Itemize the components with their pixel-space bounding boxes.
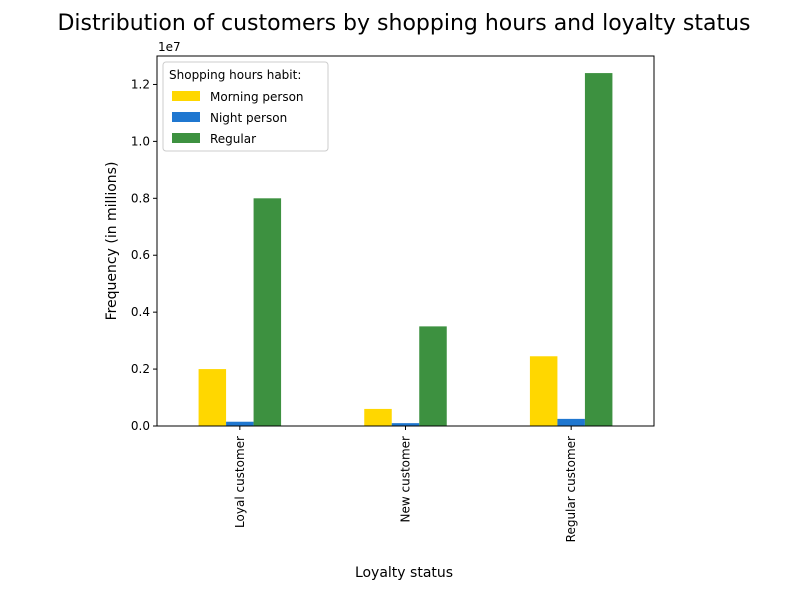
legend-entry-label: Regular: [210, 132, 256, 146]
bar-regular-2: [584, 73, 613, 426]
legend-entry-label: Night person: [210, 111, 287, 125]
bar-night-person-2: [557, 418, 585, 426]
x-tick-label: Loyal customer: [233, 436, 247, 528]
x-axis-label: Loyalty status: [355, 565, 453, 581]
plot-area: 0.0 0.2 0.4 0.6 0.8 1.0 1.2 Loyal customer New c…: [131, 55, 655, 542]
legend-box: [162, 61, 329, 152]
legend-entry-label: Morning person: [210, 90, 304, 104]
y-tick-label: 1.0: [131, 134, 150, 148]
bar-morning-person-1: [364, 408, 392, 426]
y-tick-label: 0.2: [131, 362, 150, 376]
legend-swatch: [172, 133, 200, 143]
y-axis-label: Frequency (in millions): [104, 162, 120, 321]
y-axis-offset-label: 1e7: [158, 40, 181, 54]
bar-regular-1: [419, 326, 447, 426]
bar-morning-person-0: [198, 369, 227, 426]
y-tick-label: 1.2: [131, 77, 150, 91]
legend-swatch: [172, 112, 200, 122]
bar-night-person-1: [391, 423, 420, 426]
chart-title: Distribution of customers by shopping ho…: [57, 11, 750, 36]
x-tick-label: New customer: [399, 436, 413, 523]
bar-night-person-0: [226, 421, 254, 426]
x-tick-label: Regular customer: [564, 436, 578, 542]
legend: Shopping hours habit: Morning person Night…: [162, 61, 329, 152]
bar-morning-person-2: [529, 356, 558, 426]
y-tick-label: 0.8: [131, 191, 150, 205]
y-tick-label: 0.4: [131, 305, 150, 319]
bar-regular-0: [253, 198, 282, 426]
legend-swatch: [172, 91, 200, 101]
legend-title: Shopping hours habit:: [169, 68, 301, 82]
y-tick-label: 0.6: [131, 248, 150, 262]
y-tick-label: 0.0: [131, 419, 150, 433]
